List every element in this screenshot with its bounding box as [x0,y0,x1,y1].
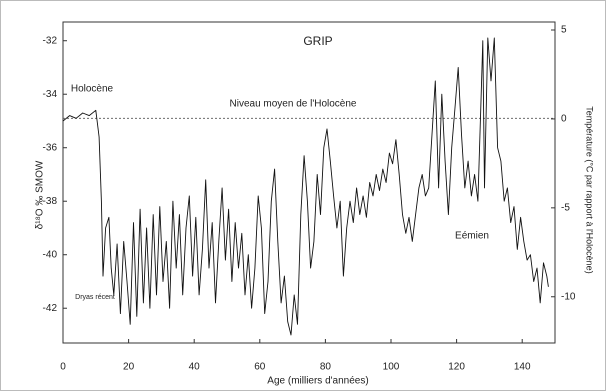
x-tick-label: 60 [254,362,266,373]
y2-tick-label: 5 [561,25,567,36]
x-tick-label: 40 [189,362,201,373]
x-axis-label: Age (milliers d'années) [267,376,368,387]
data-line [62,37,549,336]
x-tick-label: 100 [383,362,400,373]
reference-label: Niveau moyen de l'Holocène [230,99,357,110]
annotation: Eémien [455,231,489,242]
annotation: Dryas récent [75,294,115,301]
y-tick-label: -36 [43,142,58,153]
y-tick-label: -40 [43,249,58,260]
y-tick-label: -32 [43,35,58,46]
y2-tick-label: 0 [561,114,567,125]
x-tick-label: 0 [60,362,66,373]
y2-tick-label: -10 [561,291,576,302]
y2-axis-label: Température (°C par rapport à l'Holocène… [585,106,595,273]
y-axis-label: δ¹⁸O ‰ SMOW [35,160,46,229]
chart-title: GRIP [303,34,332,48]
x-tick-label: 80 [320,362,332,373]
y-tick-label: -34 [43,89,58,100]
annotation: Holocène [71,84,114,95]
plot-frame [62,21,556,344]
x-tick-label: 140 [514,362,531,373]
x-tick-label: 20 [123,362,135,373]
y-tick-label: -38 [43,196,58,207]
x-tick-label: 120 [448,362,465,373]
y-tick-label: -42 [43,303,58,314]
y2-tick-label: -5 [561,202,570,213]
